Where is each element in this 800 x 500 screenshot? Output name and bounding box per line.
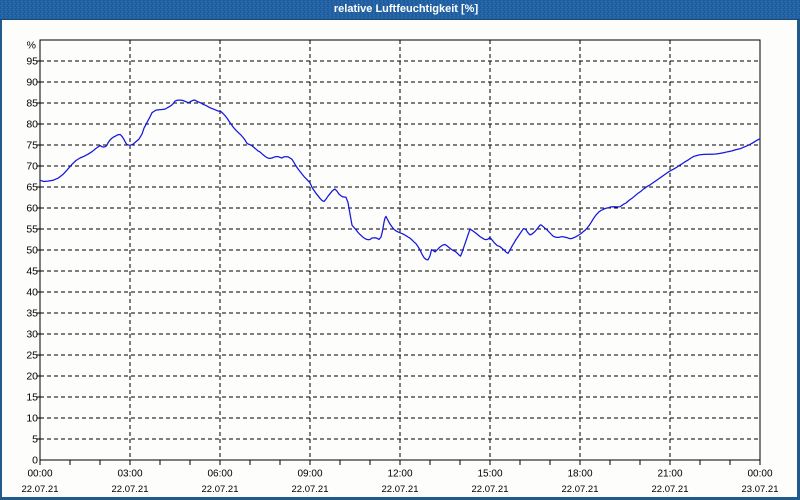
svg-text:55: 55	[26, 224, 38, 236]
svg-text:23.07.21: 23.07.21	[742, 484, 779, 495]
svg-text:50: 50	[26, 245, 38, 257]
svg-text:22.07.21: 22.07.21	[202, 484, 239, 495]
svg-text:90: 90	[26, 77, 38, 89]
svg-text:21:00: 21:00	[657, 469, 682, 480]
svg-text:22.07.21: 22.07.21	[472, 484, 509, 495]
svg-text:06:00: 06:00	[207, 469, 232, 480]
svg-text:00:00: 00:00	[27, 469, 52, 480]
svg-text:85: 85	[26, 98, 38, 110]
svg-text:30: 30	[26, 329, 38, 341]
svg-text:75: 75	[26, 140, 38, 152]
svg-text:65: 65	[26, 182, 38, 194]
svg-text:22.07.21: 22.07.21	[292, 484, 329, 495]
svg-text:15: 15	[26, 392, 38, 404]
svg-text:5: 5	[32, 434, 38, 446]
svg-text:22.07.21: 22.07.21	[382, 484, 419, 495]
svg-text:95: 95	[26, 56, 38, 68]
svg-text:40: 40	[26, 287, 38, 299]
svg-text:09:00: 09:00	[297, 469, 322, 480]
svg-text:22.07.21: 22.07.21	[562, 484, 599, 495]
svg-text:45: 45	[26, 266, 38, 278]
svg-text:00:00: 00:00	[747, 469, 772, 480]
svg-text:22.07.21: 22.07.21	[112, 484, 149, 495]
svg-text:70: 70	[26, 161, 38, 173]
svg-text:18:00: 18:00	[567, 469, 592, 480]
svg-text:22.07.21: 22.07.21	[22, 484, 59, 495]
svg-text:03:00: 03:00	[117, 469, 142, 480]
svg-text:12:00: 12:00	[387, 469, 412, 480]
svg-text:%: %	[27, 40, 36, 52]
svg-text:20: 20	[26, 371, 38, 383]
svg-text:60: 60	[26, 203, 38, 215]
svg-text:35: 35	[26, 308, 38, 320]
svg-text:80: 80	[26, 119, 38, 131]
svg-text:22.07.21: 22.07.21	[652, 484, 689, 495]
svg-text:10: 10	[26, 413, 38, 425]
svg-text:0: 0	[32, 455, 38, 467]
svg-text:15:00: 15:00	[477, 469, 502, 480]
svg-text:25: 25	[26, 350, 38, 362]
